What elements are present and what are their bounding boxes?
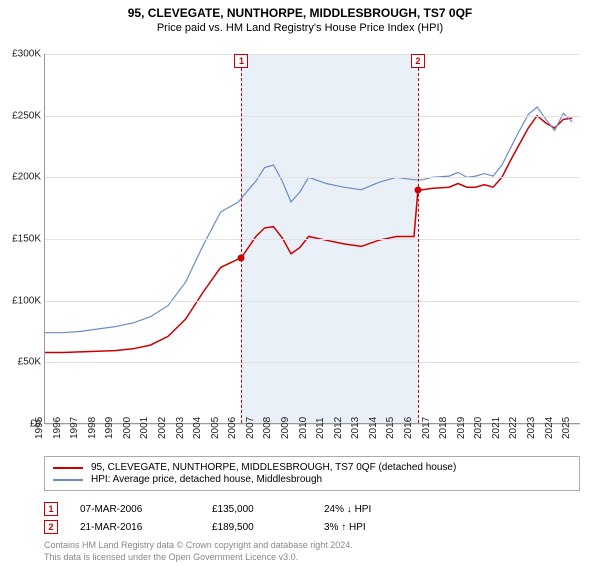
y-tick-label: £50K: [18, 357, 45, 368]
gridline-h: [45, 362, 580, 363]
sales-table: 1 07-MAR-2006 £135,000 24% ↓ HPI 2 21-MAR-201…: [44, 498, 580, 538]
y-tick-label: £300K: [12, 49, 45, 60]
x-tick-label: 2022: [508, 417, 519, 439]
sale-diff: 24% ↓ HPI: [324, 504, 414, 515]
x-tick-label: 1999: [104, 417, 115, 439]
x-tick-label: 2021: [491, 417, 502, 439]
x-tick-label: 1995: [34, 417, 45, 439]
y-tick-label: £250K: [12, 110, 45, 121]
x-tick-label: 2006: [227, 417, 238, 439]
legend-swatch: [53, 467, 83, 469]
legend-row: 95, CLEVEGATE, NUNTHORPE, MIDDLESBROUGH,…: [53, 462, 571, 473]
legend-row: HPI: Average price, detached house, Midd…: [53, 474, 571, 485]
x-tick-label: 2000: [122, 417, 133, 439]
x-tick-label: 2013: [350, 417, 361, 439]
page-subtitle: Price paid vs. HM Land Registry's House …: [0, 22, 600, 34]
x-tick-label: 2005: [210, 417, 221, 439]
sale-marker-box: 1: [234, 54, 248, 68]
x-tick-label: 1997: [69, 417, 80, 439]
chart-container: 95, CLEVEGATE, NUNTHORPE, MIDDLESBROUGH,…: [0, 6, 600, 566]
x-tick-label: 2025: [561, 417, 572, 439]
gridline-h: [45, 177, 580, 178]
sale-price: £135,000: [212, 504, 302, 515]
y-tick-label: £200K: [12, 172, 45, 183]
y-tick-label: £100K: [12, 295, 45, 306]
series-line-property: [45, 116, 572, 353]
gridline-h: [45, 239, 580, 240]
sale-marker-box: 2: [44, 520, 58, 534]
sale-marker-line: [241, 68, 242, 423]
sale-marker-line: [418, 68, 419, 423]
sale-marker-dot: [238, 254, 245, 261]
legend-label: 95, CLEVEGATE, NUNTHORPE, MIDDLESBROUGH,…: [91, 462, 456, 473]
gridline-h: [45, 116, 580, 117]
legend-label: HPI: Average price, detached house, Midd…: [91, 474, 322, 485]
sale-date: 21-MAR-2016: [80, 522, 190, 533]
x-tick-label: 2004: [192, 417, 203, 439]
x-tick-label: 2011: [315, 417, 326, 439]
legend-box: 95, CLEVEGATE, NUNTHORPE, MIDDLESBROUGH,…: [44, 456, 580, 491]
sale-price: £189,500: [212, 522, 302, 533]
x-tick-label: 2002: [157, 417, 168, 439]
sale-date: 07-MAR-2006: [80, 504, 190, 515]
x-tick-label: 2012: [333, 417, 344, 439]
sales-row: 1 07-MAR-2006 £135,000 24% ↓ HPI: [44, 502, 580, 516]
footnote-line2: This data is licensed under the Open Gov…: [44, 552, 580, 564]
gridline-h: [45, 301, 580, 302]
sale-marker-dot: [414, 187, 421, 194]
sale-marker-box: 2: [411, 54, 425, 68]
x-tick-label: 2019: [456, 417, 467, 439]
x-tick-label: 2008: [262, 417, 273, 439]
sales-row: 2 21-MAR-2016 £189,500 3% ↑ HPI: [44, 520, 580, 534]
legend-swatch: [53, 479, 83, 481]
x-tick-label: 2020: [473, 417, 484, 439]
page-title: 95, CLEVEGATE, NUNTHORPE, MIDDLESBROUGH,…: [0, 6, 600, 20]
x-tick-label: 2010: [297, 417, 308, 439]
x-tick-label: 2018: [438, 417, 449, 439]
x-tick-label: 2023: [526, 417, 537, 439]
x-tick-label: 2015: [385, 417, 396, 439]
footnote-line1: Contains HM Land Registry data © Crown c…: [44, 540, 580, 552]
x-tick-label: 2009: [280, 417, 291, 439]
y-tick-label: £150K: [12, 234, 45, 245]
x-tick-label: 2017: [420, 417, 431, 439]
sale-marker-box: 1: [44, 502, 58, 516]
x-tick-label: 2001: [139, 417, 150, 439]
x-tick-label: 2003: [174, 417, 185, 439]
x-tick-label: 1998: [87, 417, 98, 439]
x-tick-label: 1996: [51, 417, 62, 439]
gridline-h: [45, 54, 580, 55]
x-tick-label: 2024: [544, 417, 555, 439]
chart-plot-area: £0£50K£100K£150K£200K£250K£300K199519961…: [44, 54, 580, 424]
sale-diff: 3% ↑ HPI: [324, 522, 414, 533]
x-tick-label: 2014: [368, 417, 379, 439]
x-tick-label: 2016: [403, 417, 414, 439]
series-line-hpi: [45, 107, 572, 333]
x-tick-label: 2007: [245, 417, 256, 439]
